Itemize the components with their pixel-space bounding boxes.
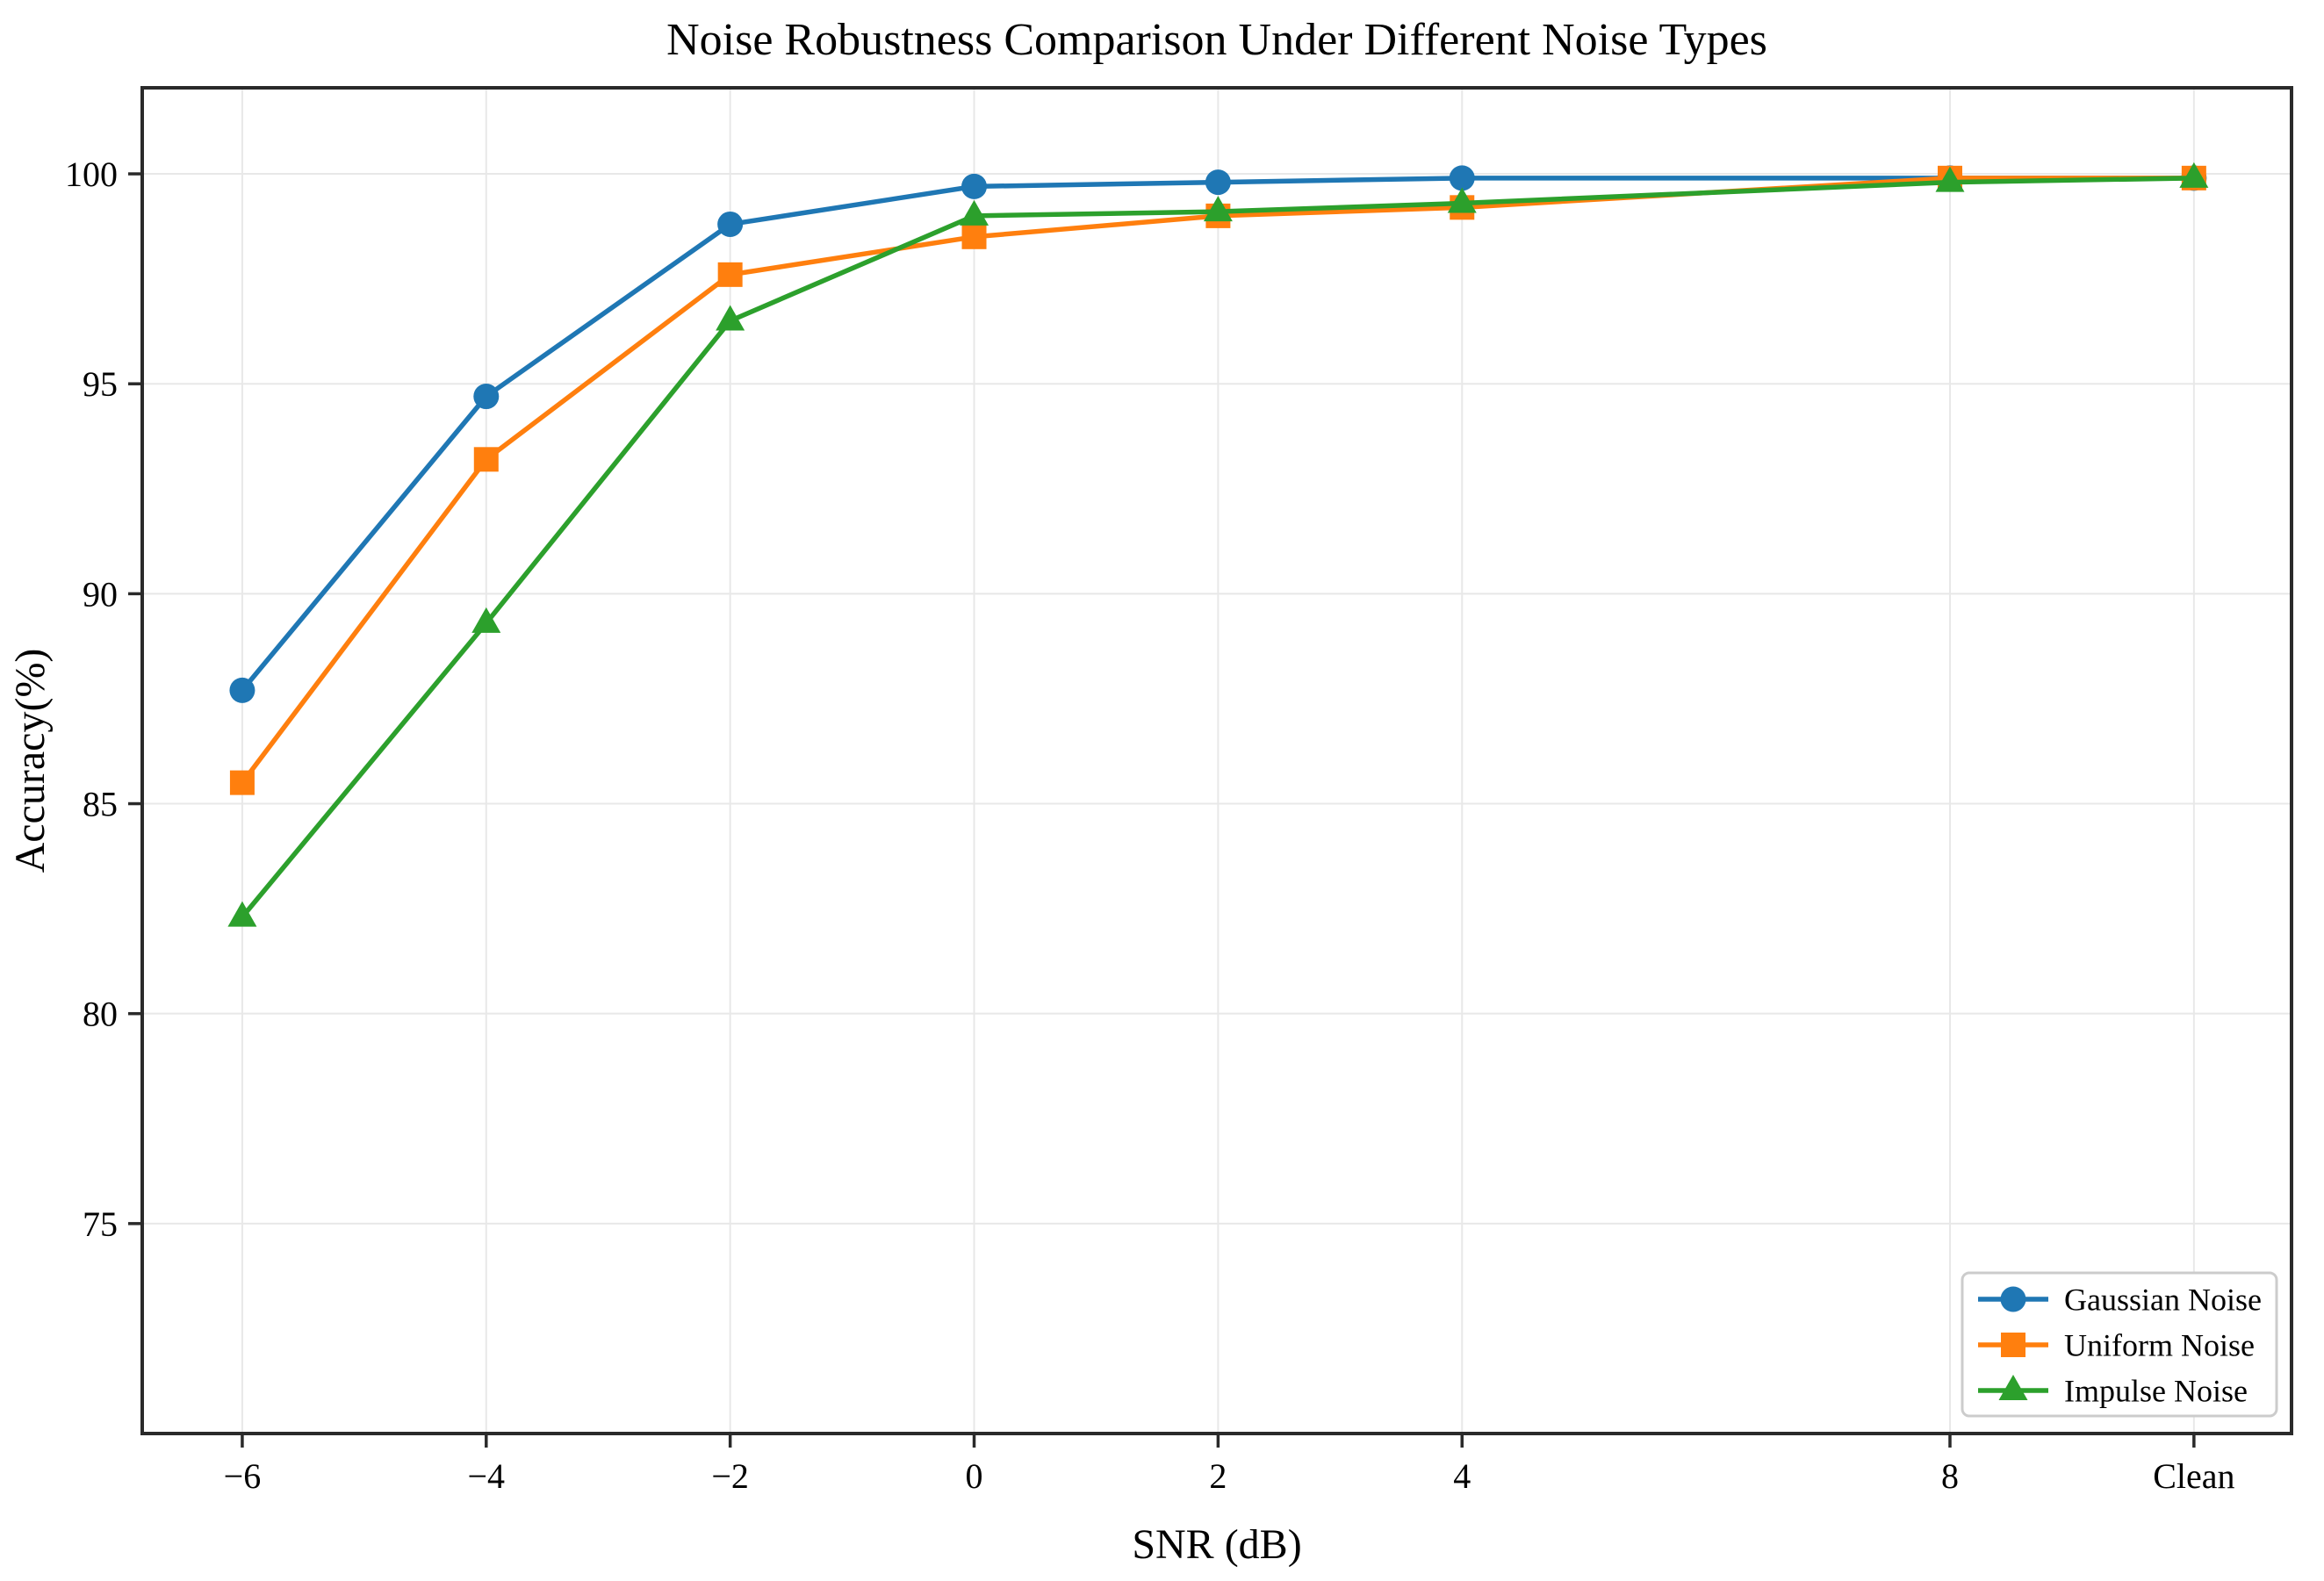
series-impulse-noise [227, 162, 2209, 927]
legend-marker-triangle [1998, 1375, 2028, 1400]
legend-marker-circle [2000, 1286, 2026, 1312]
y-tick-label: 75 [83, 1204, 118, 1244]
y-axis-label: Accuracy(%) [7, 649, 54, 873]
marker-triangle-impulse-noise [471, 607, 501, 633]
marker-triangle-impulse-noise [1203, 196, 1233, 222]
marker-triangle-impulse-noise [716, 305, 745, 331]
legend-marker-square [2001, 1333, 2025, 1357]
y-tick-label: 100 [65, 155, 118, 194]
marker-triangle-impulse-noise [960, 199, 989, 226]
marker-triangle-impulse-noise [1935, 166, 1965, 192]
legend-item-gaussian-noise: Gaussian Noise [1978, 1283, 2262, 1318]
x-tick-label: Clean [2153, 1456, 2234, 1496]
legend-box [1961, 1271, 2278, 1418]
marker-circle-gaussian-noise [1449, 165, 1475, 191]
x-axis-label: SNR (dB) [1132, 1521, 1301, 1568]
marker-triangle-impulse-noise [227, 901, 257, 927]
x-tick-label: 2 [1209, 1456, 1227, 1496]
marker-triangle-impulse-noise [2179, 162, 2209, 188]
marker-circle-gaussian-noise [229, 677, 255, 703]
marker-square-uniform-noise [717, 262, 743, 287]
marker-square-uniform-noise [229, 770, 255, 795]
axes-background [142, 88, 2292, 1434]
line-impulse-noise [240, 176, 2197, 920]
legend-label: Impulse Noise [2064, 1374, 2248, 1409]
legend-label: Uniform Noise [2064, 1328, 2255, 1363]
y-tick-label: 80 [83, 995, 118, 1034]
line-uniform-noise [240, 176, 2197, 786]
legend-item-uniform-noise: Uniform Noise [1978, 1328, 2255, 1363]
y-tick-label: 90 [83, 574, 118, 614]
x-tick-label: 4 [1453, 1456, 1471, 1496]
x-tick-label: 0 [966, 1456, 983, 1496]
marker-triangle-impulse-noise [1447, 187, 1477, 213]
tick-labels-group: −6 −4 −2 0 2 4 8 Clean 75 80 85 90 95 100 [65, 155, 2235, 1496]
marker-circle-gaussian-noise [961, 173, 988, 199]
marker-square-uniform-noise [473, 447, 499, 472]
legend-label: Gaussian Noise [2064, 1283, 2262, 1318]
marker-square-uniform-noise [961, 224, 987, 249]
marker-circle-gaussian-noise [1205, 169, 1231, 196]
legend-item-impulse-noise: Impulse Noise [1978, 1374, 2248, 1409]
line-gaussian-noise [240, 176, 2197, 693]
x-tick-label: −2 [711, 1456, 749, 1496]
tick-marks-group [128, 172, 2196, 1448]
y-tick-label: 85 [83, 785, 118, 824]
marker-circle-gaussian-noise [717, 211, 744, 237]
x-tick-label: 8 [1941, 1456, 1959, 1496]
legend: Gaussian Noise Uniform Noise Impulse Noise [1961, 1271, 2278, 1418]
marker-circle-gaussian-noise [473, 384, 500, 410]
y-tick-label: 95 [83, 364, 118, 404]
x-tick-label: −6 [224, 1456, 262, 1496]
x-tick-label: −4 [468, 1456, 506, 1496]
chart-title: Noise Robustness Comparison Under Differ… [666, 15, 1767, 65]
